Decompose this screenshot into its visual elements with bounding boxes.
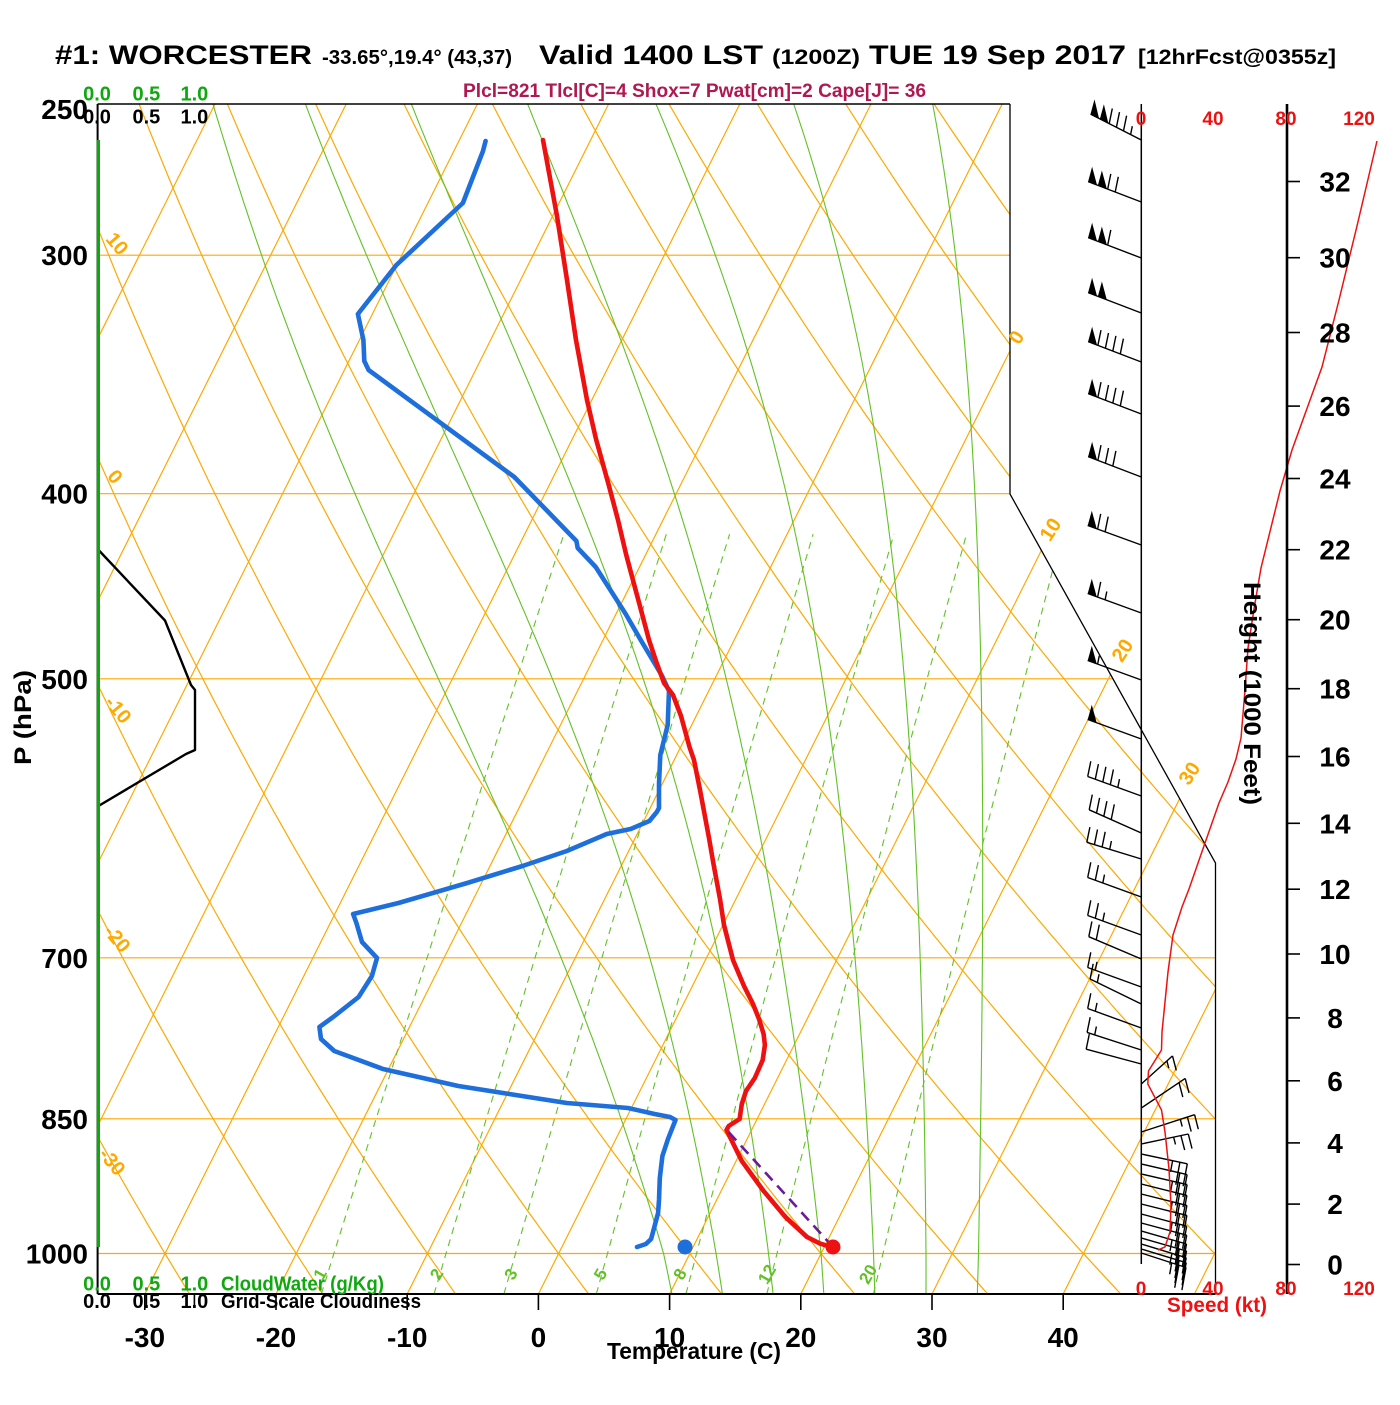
svg-text:250: 250 bbox=[41, 94, 88, 125]
svg-text:0.0: 0.0 bbox=[83, 84, 111, 106]
svg-text:30: 30 bbox=[916, 1322, 947, 1353]
svg-text:P (hPa): P (hPa) bbox=[10, 670, 37, 765]
svg-text:#1: WORCESTER: #1: WORCESTER bbox=[55, 40, 312, 70]
svg-text:700: 700 bbox=[41, 943, 88, 974]
svg-text:0.5: 0.5 bbox=[132, 84, 160, 106]
svg-text:0.0: 0.0 bbox=[83, 107, 111, 129]
svg-text:0.5: 0.5 bbox=[132, 107, 160, 129]
svg-text:0: 0 bbox=[1327, 1249, 1343, 1280]
svg-text:[12hrFcst@0355z]: [12hrFcst@0355z] bbox=[1138, 46, 1336, 69]
svg-text:32: 32 bbox=[1319, 166, 1350, 197]
svg-text:14: 14 bbox=[1319, 808, 1351, 839]
svg-text:40: 40 bbox=[1202, 1279, 1223, 1300]
svg-text:120: 120 bbox=[1343, 1279, 1375, 1300]
svg-text:4: 4 bbox=[1327, 1128, 1343, 1159]
svg-text:80: 80 bbox=[1275, 109, 1296, 130]
svg-text:Height (1000 Feet): Height (1000 Feet) bbox=[1238, 582, 1265, 805]
svg-text:26: 26 bbox=[1319, 391, 1350, 422]
svg-text:500: 500 bbox=[41, 664, 88, 695]
svg-text:(1200Z): (1200Z) bbox=[772, 46, 860, 69]
svg-text:10: 10 bbox=[654, 1322, 685, 1353]
svg-text:-30: -30 bbox=[125, 1322, 165, 1353]
svg-text:2: 2 bbox=[1327, 1189, 1343, 1220]
svg-text:24: 24 bbox=[1319, 463, 1351, 494]
svg-text:0.5: 0.5 bbox=[132, 1274, 160, 1296]
svg-text:20: 20 bbox=[1319, 605, 1350, 636]
svg-text:1.0: 1.0 bbox=[180, 1291, 208, 1313]
svg-text:Speed (kt): Speed (kt) bbox=[1167, 1294, 1267, 1317]
svg-text:120: 120 bbox=[1343, 109, 1375, 130]
svg-text:Plcl=821 Tlcl[C]=4 Shox=7 Pwat: Plcl=821 Tlcl[C]=4 Shox=7 Pwat[cm]=2 Cap… bbox=[463, 81, 926, 102]
svg-text:0: 0 bbox=[1136, 1279, 1147, 1300]
svg-text:28: 28 bbox=[1319, 318, 1350, 349]
svg-text:0.0: 0.0 bbox=[83, 1274, 111, 1296]
svg-text:TUE 19 Sep 2017: TUE 19 Sep 2017 bbox=[869, 40, 1126, 70]
svg-text:850: 850 bbox=[41, 1104, 88, 1135]
svg-text:1.0: 1.0 bbox=[180, 1274, 208, 1296]
svg-text:Temperature (C): Temperature (C) bbox=[607, 1338, 781, 1364]
svg-text:10: 10 bbox=[1319, 939, 1350, 970]
svg-text:400: 400 bbox=[41, 479, 88, 510]
svg-text:0: 0 bbox=[531, 1322, 547, 1353]
svg-text:Grid-Scale Cloudiness: Grid-Scale Cloudiness bbox=[221, 1291, 421, 1313]
svg-text:20: 20 bbox=[785, 1322, 816, 1353]
svg-text:1.0: 1.0 bbox=[180, 107, 208, 129]
svg-text:6: 6 bbox=[1327, 1066, 1343, 1097]
svg-text:40: 40 bbox=[1048, 1322, 1079, 1353]
svg-text:30: 30 bbox=[1319, 243, 1350, 274]
svg-text:0.0: 0.0 bbox=[83, 1291, 111, 1313]
svg-text:8: 8 bbox=[1327, 1003, 1343, 1034]
svg-text:40: 40 bbox=[1202, 109, 1223, 130]
svg-text:-20: -20 bbox=[256, 1322, 296, 1353]
svg-text:12: 12 bbox=[1319, 874, 1350, 905]
svg-text:0.5: 0.5 bbox=[132, 1291, 160, 1313]
svg-text:-10: -10 bbox=[387, 1322, 427, 1353]
svg-text:300: 300 bbox=[41, 240, 88, 271]
svg-text:CloudWater (g/Kg): CloudWater (g/Kg) bbox=[221, 1274, 384, 1296]
svg-text:80: 80 bbox=[1275, 1279, 1296, 1300]
svg-text:16: 16 bbox=[1319, 742, 1350, 773]
svg-text:Valid 1400 LST: Valid 1400 LST bbox=[539, 40, 764, 70]
svg-text:1.0: 1.0 bbox=[180, 84, 208, 106]
svg-text:0: 0 bbox=[1136, 109, 1147, 130]
svg-text:1000: 1000 bbox=[26, 1239, 88, 1270]
svg-text:22: 22 bbox=[1319, 535, 1350, 566]
svg-text:18: 18 bbox=[1319, 674, 1350, 705]
svg-text:-33.65°,19.4° (43,37): -33.65°,19.4° (43,37) bbox=[322, 47, 512, 69]
